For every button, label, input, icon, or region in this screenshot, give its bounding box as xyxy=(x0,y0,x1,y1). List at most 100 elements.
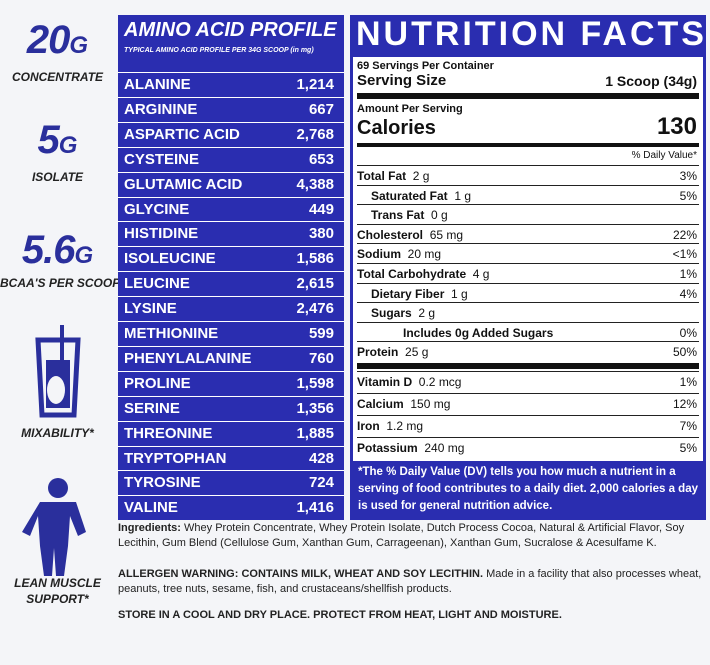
nutrient-label: Total Fat xyxy=(357,169,407,183)
nutrient-row: Protein 25 g 50% xyxy=(357,341,699,362)
nutrient-row: Total Fat 2 g 3% xyxy=(357,165,699,186)
amino-name: GLUTAMIC ACID xyxy=(124,175,243,193)
amino-row: LEUCINE 2,615 xyxy=(118,271,344,296)
allergen-warning: ALLERGEN WARNING: CONTAINS MILK, WHEAT A… xyxy=(118,568,484,580)
bar xyxy=(357,143,699,147)
nutrient-row: Iron 1.2 mg 7% xyxy=(357,415,699,436)
nutrient-label: Sugars xyxy=(371,306,412,321)
nutrient-amount: 2 g xyxy=(412,169,430,183)
nutrient-label: Vitamin D xyxy=(357,375,413,389)
nutrient-dv: 5% xyxy=(679,441,697,455)
amino-name: ARGININE xyxy=(124,100,198,118)
amino-value: 1,885 xyxy=(296,424,334,442)
amino-row: ARGININE 667 xyxy=(118,96,344,122)
amino-name: LYSINE xyxy=(124,300,177,318)
nutrient: Vitamin D 0.2 mcg xyxy=(357,375,461,389)
amino-row: THREONINE 1,885 xyxy=(118,420,344,446)
amino-value: 1,214 xyxy=(296,76,334,93)
stat-number: 5 xyxy=(37,118,60,162)
nutrient: Total Carbohydrate 4 g xyxy=(357,267,489,281)
nutrient: Cholesterol 65 mg xyxy=(357,228,463,242)
amino-value: 1,598 xyxy=(296,374,334,392)
serving-size-label: Serving Size xyxy=(357,72,447,89)
amino-name: SERINE xyxy=(124,399,180,417)
nutrient-amount: 65 mg xyxy=(429,227,464,242)
amino-name: ASPARTIC ACID xyxy=(124,125,240,143)
amino-value: 2,768 xyxy=(296,125,334,143)
nutrient-amount: 0.2 mcg xyxy=(418,375,462,389)
nutrient-dv: 7% xyxy=(679,419,697,433)
nutrient-amount: 1 g xyxy=(451,286,468,301)
nutrient-label: Cholesterol xyxy=(357,227,424,242)
nutrient-label: Calcium xyxy=(357,397,404,411)
ingredients: Ingredients: Whey Protein Concentrate, W… xyxy=(118,521,708,551)
amino-row: GLUTAMIC ACID 4,388 xyxy=(118,171,344,197)
nutrition-panel: NUTRITION FACTS 69 Servings Per Container… xyxy=(350,15,706,520)
nutrient: Sodium 20 mg xyxy=(357,247,441,261)
ingredients-label: Ingredients: xyxy=(118,522,181,534)
nutrient-row: Saturated Fat 1 g 5% xyxy=(357,184,699,206)
amino-row: ALANINE 1,214 xyxy=(118,72,344,97)
amino-value: 449 xyxy=(308,200,334,218)
nutrient: Dietary Fiber 1 g xyxy=(371,287,468,301)
amino-subtitle: TYPICAL AMINO ACID PROFILE PER 34G SCOOP… xyxy=(124,47,314,54)
nutrient-dv: <1% xyxy=(672,247,697,262)
nutrient: Saturated Fat 1 g xyxy=(371,189,471,203)
amino-name: THREONINE xyxy=(124,424,213,442)
nutrient-row: Potassium 240 mg 5% xyxy=(357,437,699,458)
amino-row: TRYPTOPHAN 428 xyxy=(118,445,344,471)
amino-name: ISOLEUCINE xyxy=(124,250,216,268)
amino-value: 1,356 xyxy=(296,399,334,417)
amino-value: 1,586 xyxy=(296,250,334,268)
amino-panel: AMINO ACID PROFILE TYPICAL AMINO ACID PRO… xyxy=(118,15,344,520)
nutrient-row: Total Carbohydrate 4 g 1% xyxy=(357,263,699,284)
amino-name: TYROSINE xyxy=(124,474,201,492)
stat-number: 20 xyxy=(26,18,70,62)
nutrient-label: Potassium xyxy=(357,441,418,455)
nutrient-row: Calcium 150 mg 12% xyxy=(357,393,699,414)
footnote: *The % Daily Value (DV) tells you how mu… xyxy=(358,466,698,512)
stat-caption: BCAA'S PER SCOOP xyxy=(0,276,121,290)
stat: 20G xyxy=(0,18,115,63)
amino-value: 380 xyxy=(308,225,334,243)
nutrition-title: NUTRITION FACTS xyxy=(356,15,707,53)
amino-row: VALINE 1,416 xyxy=(118,495,344,520)
allergen: ALLERGEN WARNING: CONTAINS MILK, WHEAT A… xyxy=(118,567,708,597)
nutrient-amount: 1 g xyxy=(454,188,472,203)
amino-row: SERINE 1,356 xyxy=(118,395,344,421)
amino-row: ISOLEUCINE 1,586 xyxy=(118,246,344,271)
nutrient-row: Cholesterol 65 mg 22% xyxy=(357,223,699,245)
nutrient-amount: 20 mg xyxy=(407,247,442,262)
amino-value: 4,388 xyxy=(296,175,334,193)
feature-caption: LEAN MUSCLE SUPPORT* xyxy=(14,576,101,606)
stat-number: 5.6 xyxy=(21,228,76,272)
nutrient-label: Saturated Fat xyxy=(371,188,448,203)
nutrient-label: Trans Fat xyxy=(371,208,425,223)
stat: 5.6G xyxy=(0,228,115,273)
amino-name: PHENYLALANINE xyxy=(124,349,252,367)
nutrient-row: Sugars 2 g xyxy=(357,302,699,323)
nutrient-dv: 4% xyxy=(679,286,697,301)
nutrient-amount: 150 mg xyxy=(410,397,451,411)
nutrient-label: Total Carbohydrate xyxy=(357,267,467,281)
amino-row: HISTIDINE 380 xyxy=(118,221,344,246)
nutrient: Includes 0g Added Sugars xyxy=(403,326,553,340)
stat-caption: CONCENTRATE xyxy=(11,70,104,84)
amino-name: HISTIDINE xyxy=(124,225,199,243)
amino-value: 667 xyxy=(308,100,334,118)
amino-value: 760 xyxy=(308,349,334,367)
amino-value: 1,416 xyxy=(296,499,334,517)
amino-name: METHIONINE xyxy=(124,325,219,342)
nutrient-row: Vitamin D 0.2 mcg 1% xyxy=(357,371,699,392)
amino-name: CYSTEINE xyxy=(124,150,200,168)
amino-row: ASPARTIC ACID 2,768 xyxy=(118,121,344,147)
dv-header: % Daily Value* xyxy=(631,150,697,161)
calories: 130 xyxy=(656,113,697,140)
amino-value: 599 xyxy=(308,325,334,342)
nutrient-amount: 4 g xyxy=(472,267,490,281)
nutrient-label: Sodium xyxy=(357,247,401,262)
nutrient-dv: 3% xyxy=(679,169,697,183)
nutrient-dv: 50% xyxy=(672,345,697,360)
stat-unit: G xyxy=(58,132,78,159)
